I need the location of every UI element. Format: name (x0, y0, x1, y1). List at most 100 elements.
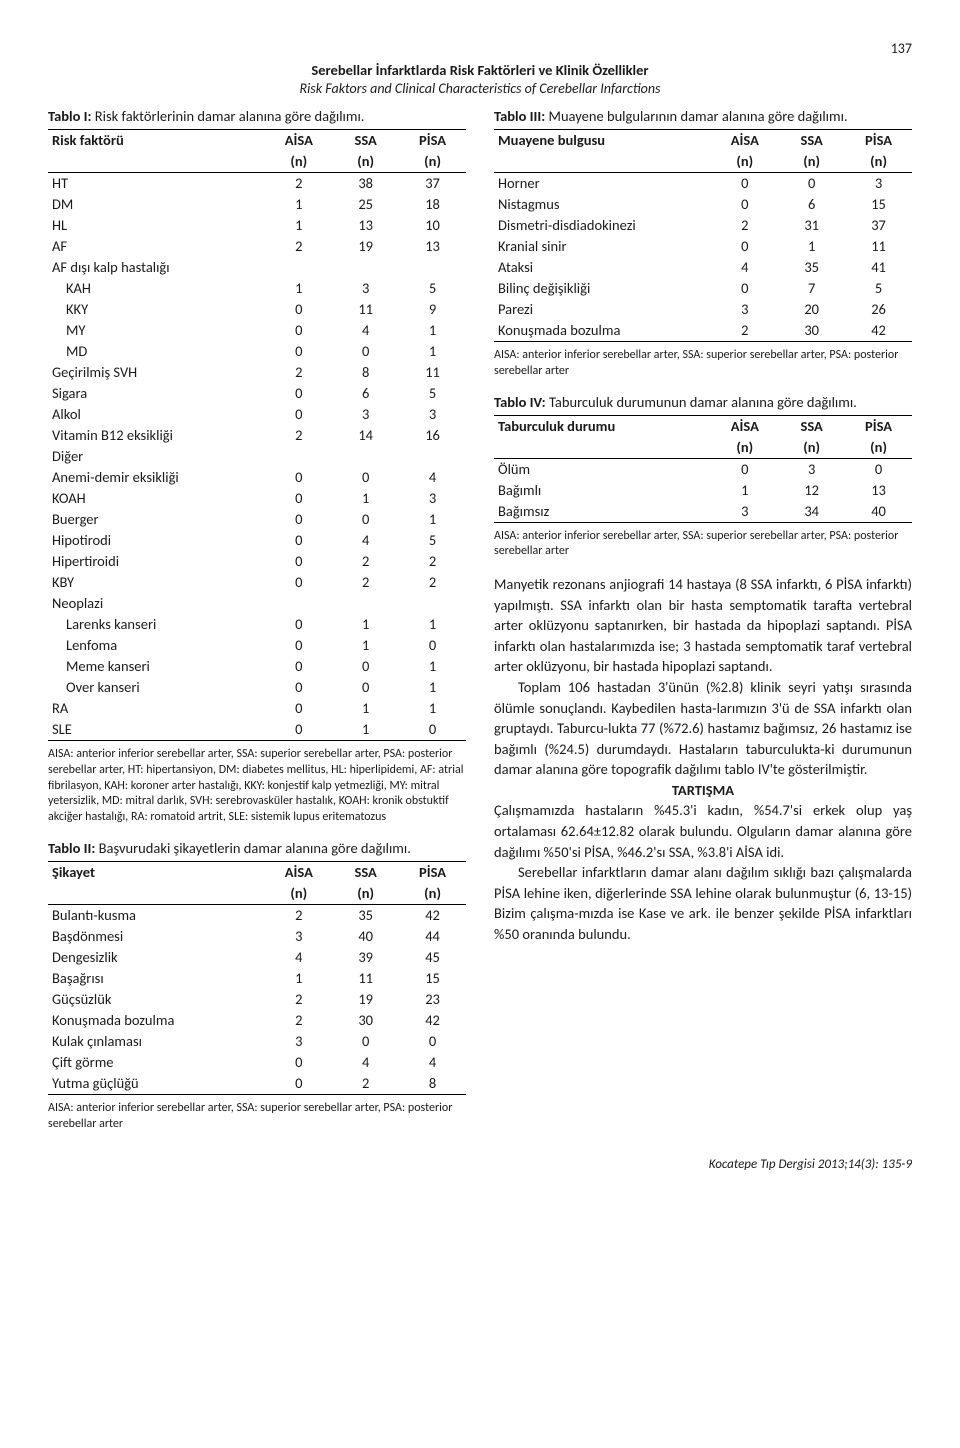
row-value: 0 (332, 677, 399, 698)
row-value (265, 446, 332, 467)
table1-footnote: AISA: anterior inferior serebellar arter… (48, 747, 466, 825)
row-label: HL (48, 215, 265, 236)
row-label: Larenks kanseri (48, 614, 265, 635)
row-value: 35 (778, 257, 845, 278)
title-tr: Serebellar İnfarktlarda Risk Faktörleri … (48, 61, 912, 81)
row-value: 0 (265, 1073, 332, 1095)
row-label: Vitamin B12 eksikliği (48, 425, 265, 446)
row-value: 10 (399, 215, 466, 236)
table1-h1: AİSA (265, 129, 332, 151)
table-row: Çift görme044 (48, 1052, 466, 1073)
table-row: Geçirilmiş SVH2811 (48, 362, 466, 383)
row-value (399, 593, 466, 614)
row-value: 4 (399, 1052, 466, 1073)
table-row: HT23837 (48, 172, 466, 194)
row-label: Dismetri-disdiadokinezi (494, 215, 711, 236)
row-value: 7 (778, 278, 845, 299)
table4: Taburculuk durumu AİSA SSA PİSA (n) (n) … (494, 415, 912, 523)
table2-h3: PİSA (399, 861, 466, 883)
table-row: KAH135 (48, 278, 466, 299)
row-label: AF (48, 236, 265, 257)
row-label: Konuşmada bozulma (494, 320, 711, 342)
table2-caption-label: Tablo II: (48, 839, 95, 857)
row-value: 2 (265, 362, 332, 383)
row-value: 4 (332, 320, 399, 341)
table4-sh0 (494, 437, 711, 459)
row-value: 5 (845, 278, 912, 299)
row-value: 11 (332, 968, 399, 989)
table-row: Hipertiroidi022 (48, 551, 466, 572)
section-head: TARTIŞMA (494, 780, 912, 801)
row-label: Buerger (48, 509, 265, 530)
table3-h1: AİSA (711, 129, 778, 151)
row-value: 26 (845, 299, 912, 320)
row-label: Başdönmesi (48, 926, 265, 947)
row-value: 0 (711, 172, 778, 194)
row-value: 25 (332, 194, 399, 215)
table-row: HL11310 (48, 215, 466, 236)
table-row: Over kanseri001 (48, 677, 466, 698)
row-label: Horner (494, 172, 711, 194)
row-value: 2 (399, 551, 466, 572)
row-value: 0 (399, 719, 466, 741)
row-value: 2 (711, 215, 778, 236)
table2-sh1: (n) (265, 883, 332, 905)
table-row: Kranial sinir0111 (494, 236, 912, 257)
row-value: 1 (399, 614, 466, 635)
table-row: Sigara065 (48, 383, 466, 404)
row-value: 0 (265, 614, 332, 635)
table-row: Dismetri-disdiadokinezi23137 (494, 215, 912, 236)
row-value (332, 257, 399, 278)
table1-sh0 (48, 151, 265, 173)
table-row: KOAH013 (48, 488, 466, 509)
table-row: Güçsüzlük21923 (48, 989, 466, 1010)
row-value: 1 (265, 215, 332, 236)
row-value: 44 (399, 926, 466, 947)
row-value (265, 257, 332, 278)
row-value: 0 (265, 383, 332, 404)
table-row: Nistagmus0615 (494, 194, 912, 215)
paragraph-1: Manyetik rezonans anjiografi 14 hastaya … (494, 574, 912, 677)
row-value (399, 446, 466, 467)
row-value: 8 (332, 362, 399, 383)
row-value: 2 (265, 904, 332, 926)
row-value: 1 (332, 719, 399, 741)
row-label: DM (48, 194, 265, 215)
row-value: 42 (399, 1010, 466, 1031)
row-value: 3 (778, 458, 845, 480)
row-label: KBY (48, 572, 265, 593)
table2-footnote: AISA: anterior inferior serebellar arter… (48, 1101, 466, 1132)
row-label: KKY (48, 299, 265, 320)
table-row: MD001 (48, 341, 466, 362)
row-value: 3 (265, 926, 332, 947)
row-value: 0 (711, 458, 778, 480)
row-label: SLE (48, 719, 265, 741)
row-label: KOAH (48, 488, 265, 509)
row-label: Konuşmada bozulma (48, 1010, 265, 1031)
row-value: 38 (332, 172, 399, 194)
table4-sh1: (n) (711, 437, 778, 459)
table-row: Hipotirodi045 (48, 530, 466, 551)
row-value: 2 (399, 572, 466, 593)
table2-sh0 (48, 883, 265, 905)
row-label: Başağrısı (48, 968, 265, 989)
row-label: Bulantı-kusma (48, 904, 265, 926)
row-value: 20 (778, 299, 845, 320)
row-value: 11 (399, 362, 466, 383)
row-value: 34 (778, 501, 845, 523)
row-value: 1 (332, 488, 399, 509)
row-value: 0 (332, 1031, 399, 1052)
row-value: 2 (265, 989, 332, 1010)
row-value: 2 (332, 1073, 399, 1095)
row-value: 0 (265, 572, 332, 593)
row-label: HT (48, 172, 265, 194)
table-row: Ölüm030 (494, 458, 912, 480)
table-row: Bulantı-kusma23542 (48, 904, 466, 926)
row-label: Lenfoma (48, 635, 265, 656)
row-value: 6 (332, 383, 399, 404)
row-label: Parezi (494, 299, 711, 320)
table-row: Konuşmada bozulma23042 (48, 1010, 466, 1031)
table3-footnote: AISA: anterior inferior serebellar arter… (494, 348, 912, 379)
row-label: Anemi-demir eksikliği (48, 467, 265, 488)
table2-caption: Tablo II: Başvurudaki şikayetlerin damar… (48, 839, 466, 859)
